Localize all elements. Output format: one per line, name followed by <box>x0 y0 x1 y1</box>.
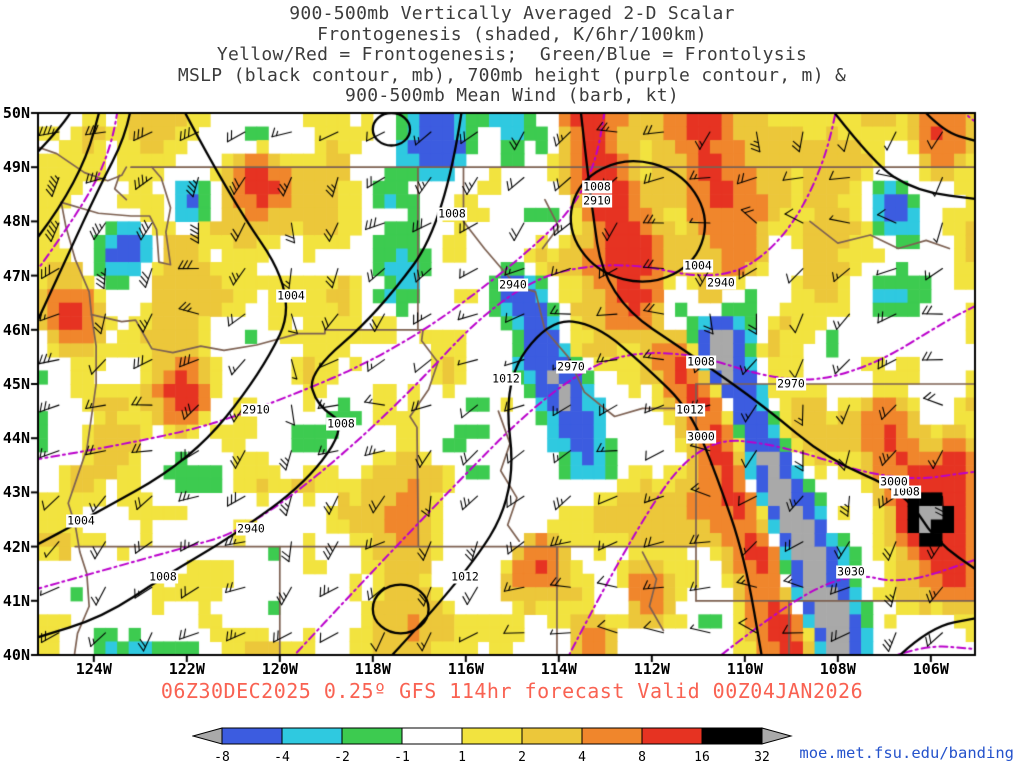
y-axis-label: 49N <box>2 158 30 177</box>
colorbar-left-arrow <box>192 727 223 745</box>
title-line-1: 900-500mb Vertically Averaged 2-D Scalar <box>289 3 735 24</box>
colorbar: -8 -4 -2 -1 1 2 4 8 16 32 <box>192 727 793 765</box>
colorbar-segment <box>401 727 463 745</box>
colorbar-tick-label: -1 <box>394 750 410 765</box>
y-axis-label: 41N <box>2 591 30 610</box>
x-axis-label: 124W <box>75 660 112 678</box>
mslp-contour-label: 1008 <box>582 179 612 194</box>
colorbar-tick-label: 8 <box>638 750 646 765</box>
height-contour-label: 2940 <box>236 521 266 536</box>
x-axis-label: 118W <box>354 660 391 678</box>
colorbar-segment <box>341 727 403 745</box>
y-axis-label: 42N <box>2 537 30 556</box>
x-axis-label: 112W <box>633 660 670 678</box>
chart-title-block: 900-500mb Vertically Averaged 2-D Scalar… <box>0 3 1024 107</box>
mslp-contour-label: 1012 <box>450 569 480 584</box>
y-axis-label: 47N <box>2 266 30 285</box>
colorbar-segment <box>701 727 763 745</box>
title-line-5: 900-500mb Mean Wind (barb, kt) <box>344 85 680 106</box>
y-axis-label: 43N <box>2 483 30 502</box>
mslp-contour-label: 1004 <box>276 288 306 303</box>
y-axis-label: 40N <box>2 646 30 664</box>
x-axis-label: 114W <box>540 660 577 678</box>
height-contour-label: 2910 <box>582 193 612 208</box>
mslp-contour-label: 1004 <box>66 513 96 528</box>
x-axis-label: 110W <box>726 660 763 678</box>
height-contour-label: 3030 <box>836 564 866 579</box>
height-contour-label: 3000 <box>879 474 909 489</box>
mslp-contour-label: 1012 <box>675 402 705 417</box>
y-axis-label: 45N <box>2 375 30 393</box>
mslp-contour-label: 1008 <box>148 569 178 584</box>
colorbar-tick-label: 16 <box>694 750 710 765</box>
colorbar-segment <box>641 727 703 745</box>
mslp-contour-label: 1004 <box>683 258 713 273</box>
mslp-contour-label: 1008 <box>686 354 716 369</box>
title-line-4: MSLP (black contour, mb), 700mb height (… <box>177 64 847 86</box>
colorbar-tick-label: 32 <box>754 750 770 765</box>
colorbar-segment <box>221 727 283 745</box>
colorbar-segment <box>281 727 343 745</box>
title-line-2: Frontogenesis (shaded, K/6hr/100km) <box>317 23 707 45</box>
y-axis-label: 50N <box>2 104 30 122</box>
x-axis-label: 122W <box>168 660 205 678</box>
mslp-contour-label: 1012 <box>491 371 521 386</box>
height-contour-label: 3000 <box>686 429 716 444</box>
colorbar-tick-label: 4 <box>578 750 586 765</box>
x-axis-label: 108W <box>819 660 856 678</box>
colorbar-segment <box>521 727 583 745</box>
y-axis-label: 48N <box>2 212 30 231</box>
x-axis-label: 120W <box>261 660 298 678</box>
mslp-contour-label: 1008 <box>437 206 467 221</box>
colorbar-tick-label: -4 <box>274 750 290 765</box>
colorbar-segment <box>581 727 643 745</box>
height-contour-label: 2940 <box>498 277 528 292</box>
colorbar-segment <box>461 727 523 745</box>
colorbar-tick-label: 1 <box>458 750 466 765</box>
mslp-contour-label: 1008 <box>326 416 356 431</box>
y-axis-label: 44N <box>2 429 30 448</box>
x-axis-label: 106W <box>912 660 949 678</box>
height-contour-label: 2970 <box>556 359 586 374</box>
forecast-caption: 06Z30DEC2025 0.25º GFS 114hr forecast Va… <box>160 679 864 703</box>
height-contour-label: 2940 <box>706 275 736 290</box>
site-link[interactable]: moe.met.fsu.edu/banding <box>799 744 1014 762</box>
colorbar-tick-label: 2 <box>518 750 526 765</box>
y-axis-label: 46N <box>2 320 30 339</box>
title-line-3: Yellow/Red = Frontogenesis; Green/Blue =… <box>216 44 808 65</box>
height-contour-label: 2910 <box>241 402 271 417</box>
colorbar-tick-label: -2 <box>334 750 350 765</box>
colorbar-tick-label: -8 <box>214 750 230 765</box>
colorbar-right-arrow <box>761 727 793 745</box>
height-contour-label: 2970 <box>776 376 806 391</box>
x-axis-label: 116W <box>447 660 484 678</box>
